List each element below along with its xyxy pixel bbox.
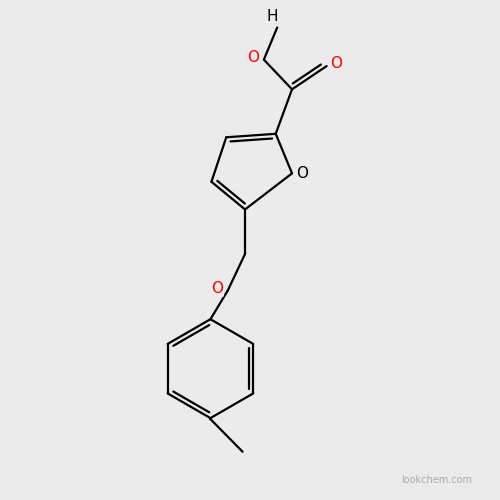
Text: H: H [266,9,278,24]
Text: O: O [247,50,259,64]
Text: lookchem.com: lookchem.com [402,475,472,485]
Text: O: O [330,56,342,71]
Text: O: O [296,166,308,181]
Text: O: O [211,280,223,295]
